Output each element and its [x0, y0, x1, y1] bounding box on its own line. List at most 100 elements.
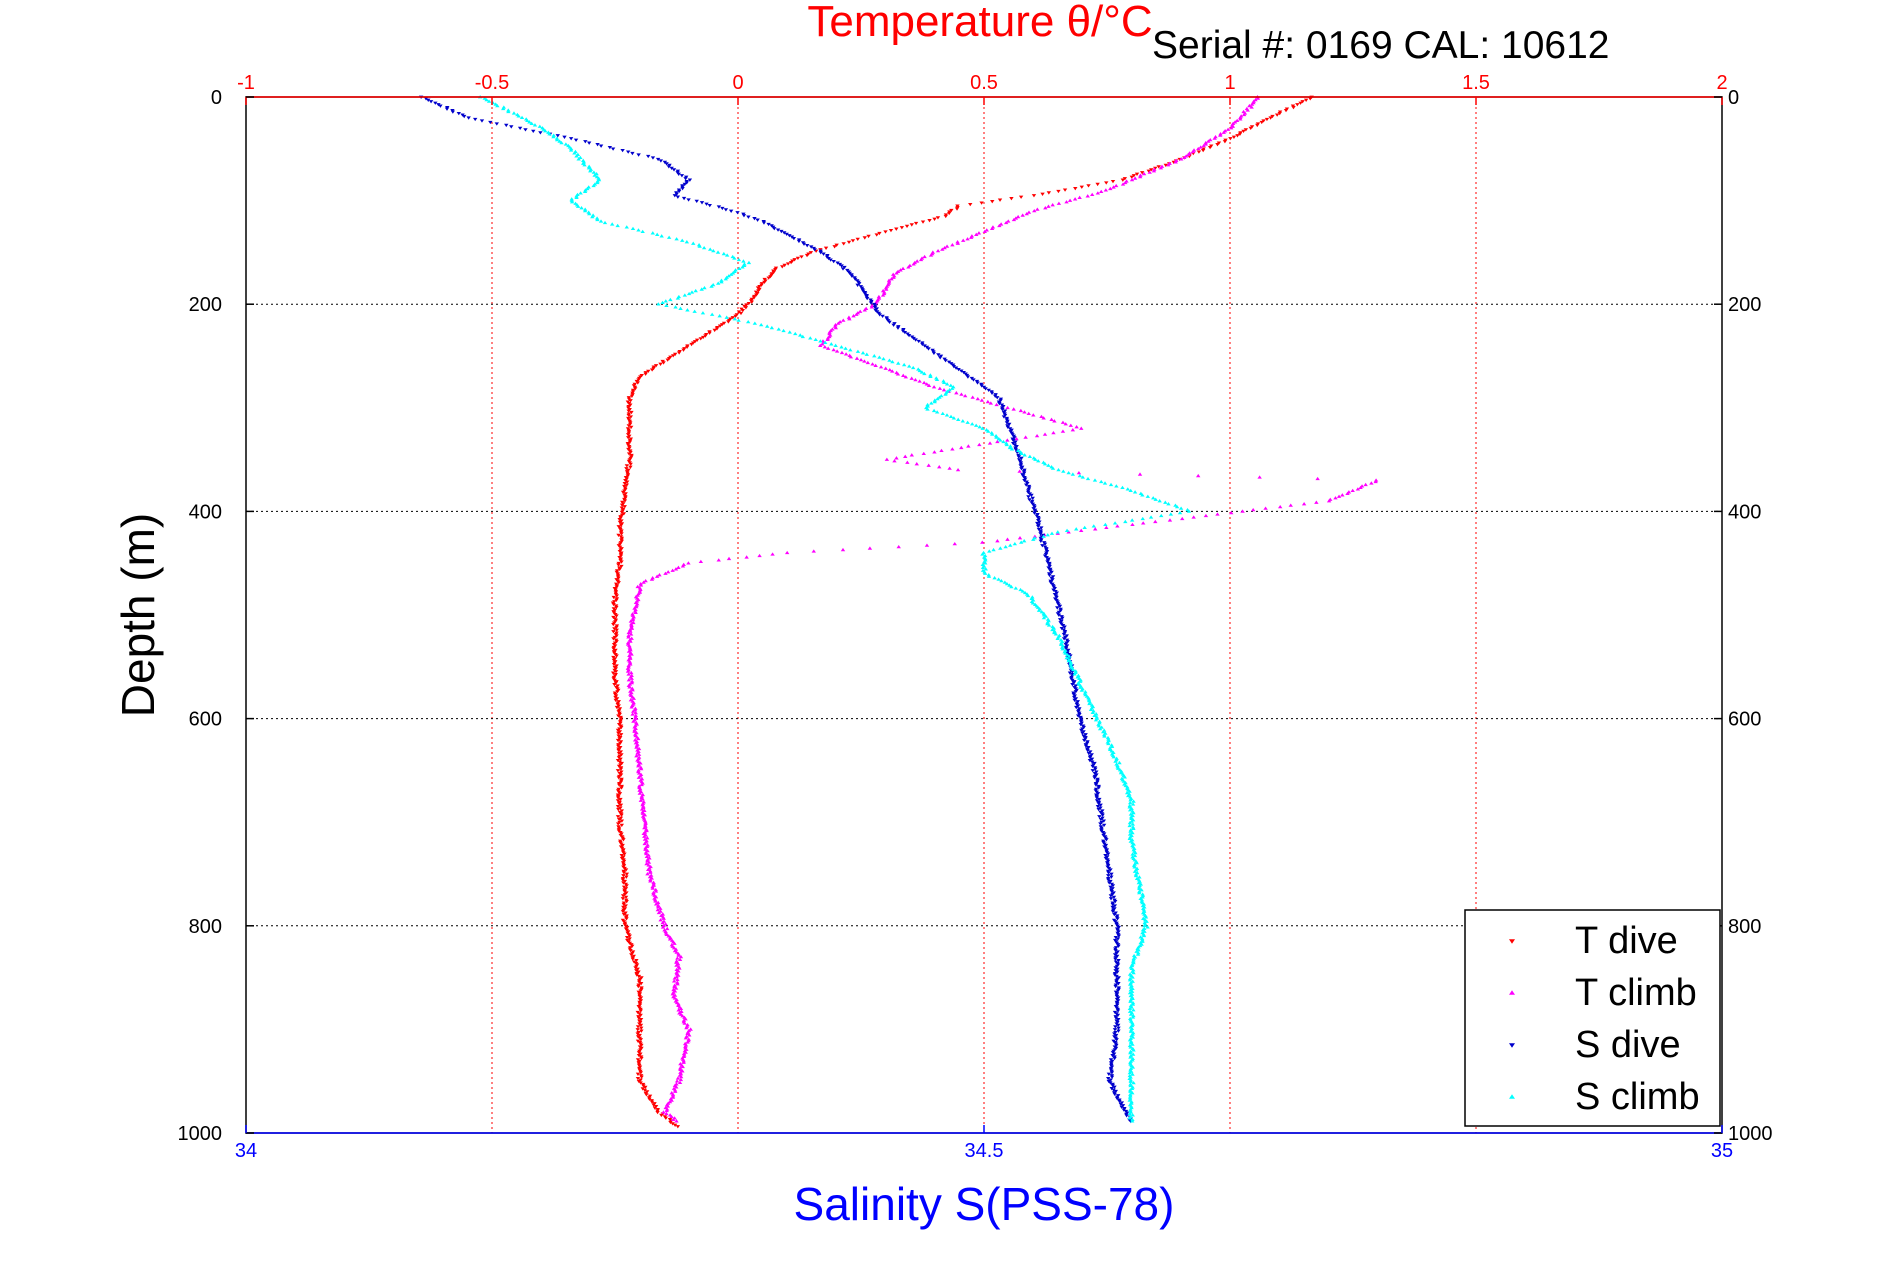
data-point [1079, 528, 1084, 532]
data-point [820, 342, 825, 346]
data-point [1283, 109, 1289, 113]
data-point [880, 314, 885, 319]
data-point [744, 303, 749, 307]
data-point [639, 794, 645, 798]
data-point [629, 680, 635, 685]
data-point [645, 836, 650, 840]
data-point [884, 457, 890, 461]
data-point [766, 222, 771, 227]
data-point [1137, 472, 1143, 476]
data-point [1080, 475, 1086, 479]
data-point [629, 652, 634, 656]
data-point [623, 895, 629, 900]
data-point [527, 120, 532, 124]
data-point [1225, 127, 1231, 131]
data-point [638, 1023, 644, 1028]
data-point [639, 807, 645, 811]
data-point [1060, 429, 1066, 433]
data-point [1115, 1097, 1120, 1101]
data-point [849, 274, 855, 279]
data-point [1363, 482, 1368, 487]
data-point [1063, 422, 1068, 426]
data-point [1109, 875, 1114, 879]
data-point [616, 731, 621, 735]
data-point [1127, 805, 1132, 809]
data-point [1101, 732, 1107, 737]
data-point [1138, 173, 1143, 177]
data-point [903, 375, 909, 379]
data-point [1063, 647, 1069, 651]
data-point [1207, 146, 1213, 150]
data-point [685, 1030, 691, 1034]
data-point [619, 786, 624, 790]
data-point [655, 905, 661, 909]
data-point [1051, 430, 1056, 435]
data-point [1055, 636, 1060, 640]
data-point [1004, 581, 1010, 586]
data-point [1106, 1072, 1112, 1076]
data-point [678, 1006, 684, 1010]
data-point [736, 318, 741, 322]
data-point [959, 445, 964, 450]
data-point [1129, 1086, 1135, 1091]
data-point [578, 191, 583, 195]
data-point [939, 393, 944, 398]
data-point [1108, 1081, 1113, 1085]
data-point [656, 903, 661, 907]
data-point [995, 539, 1000, 543]
data-point [616, 563, 621, 567]
data-point [642, 813, 648, 817]
data-point [1082, 738, 1087, 743]
data-point [881, 356, 886, 361]
data-point [472, 117, 478, 122]
data-point [595, 180, 600, 185]
data-point [1263, 506, 1268, 510]
data-point [944, 413, 950, 417]
data-point [911, 262, 916, 266]
data-point [890, 359, 895, 364]
data-point [643, 578, 648, 583]
data-point [1110, 179, 1116, 184]
data-point [929, 401, 934, 405]
data-point [572, 151, 577, 155]
data-point [619, 823, 625, 828]
data-point [635, 1025, 641, 1029]
data-point [1056, 613, 1062, 617]
data-point [1295, 103, 1300, 107]
data-point [877, 355, 882, 359]
data-point [646, 863, 651, 867]
data-point [1061, 637, 1067, 641]
data-point [1108, 482, 1114, 487]
data-point [1073, 187, 1078, 191]
data-point [834, 349, 840, 353]
data-point [1130, 1015, 1136, 1019]
data-point [825, 337, 830, 342]
data-point [699, 201, 705, 205]
temperature-tick-label: -1 [237, 72, 255, 94]
data-point [613, 670, 619, 674]
data-point [646, 860, 652, 864]
data-point [831, 259, 836, 264]
data-point [792, 258, 797, 262]
data-point [1130, 852, 1135, 856]
data-point [636, 1053, 642, 1058]
data-point [1056, 189, 1061, 194]
data-point [965, 237, 970, 241]
data-point [1022, 453, 1027, 457]
data-point [1027, 498, 1032, 502]
data-point [935, 216, 941, 220]
data-point [660, 300, 665, 305]
data-point [668, 1120, 673, 1125]
data-point [433, 101, 438, 105]
data-point [655, 157, 661, 162]
data-point [1009, 447, 1015, 451]
data-point [691, 241, 696, 245]
data-point [670, 992, 675, 996]
data-point [1001, 439, 1006, 444]
data-point [615, 822, 621, 826]
data-point [1130, 1119, 1135, 1123]
data-point [428, 100, 434, 104]
data-point [744, 555, 749, 559]
data-point [1115, 763, 1120, 768]
data-point [874, 233, 879, 237]
